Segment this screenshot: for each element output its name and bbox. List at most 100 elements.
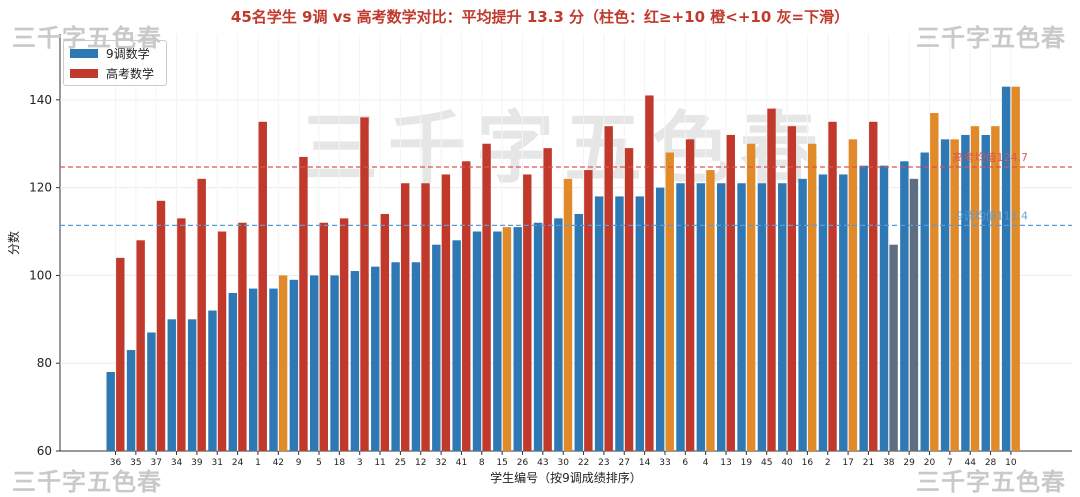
x-tick-label: 7 — [947, 458, 953, 468]
y-tick-label: 140 — [29, 93, 52, 107]
x-tick-label: 28 — [985, 458, 997, 468]
watermark-bottom-right: 三千字五色春 — [916, 468, 1066, 496]
bar-series-1 — [228, 292, 237, 451]
legend-label-series-2: 高考数学 — [106, 66, 155, 81]
bar-series-2 — [624, 148, 634, 451]
bar-series-1 — [961, 134, 970, 452]
bar-series-2 — [238, 222, 247, 451]
bar-series-1 — [940, 139, 950, 452]
bar-series-2 — [156, 200, 166, 451]
x-tick-label: 23 — [598, 458, 609, 468]
bar-series-1 — [452, 240, 461, 451]
bar-series-2 — [930, 113, 939, 451]
bar-series-1 — [533, 222, 543, 451]
x-tick-label: 5 — [316, 458, 322, 468]
legend-swatch-blue — [70, 48, 98, 58]
x-tick-label: 40 — [781, 458, 793, 468]
x-tick-label: 25 — [395, 458, 406, 468]
mean-line-label: 高考均值124.7 — [953, 150, 1029, 164]
x-tick-label: 18 — [334, 458, 346, 468]
bar-series-2 — [482, 143, 491, 451]
bar-series-2 — [380, 213, 390, 451]
bar-series-2 — [787, 126, 797, 451]
bar-series-1 — [879, 165, 889, 451]
bar-series-1 — [574, 213, 583, 451]
bar-series-1 — [289, 279, 299, 451]
bar-series-2 — [563, 178, 573, 451]
bar-series-2 — [116, 257, 125, 451]
watermark-bottom-left: 三千字五色春 — [12, 468, 162, 496]
bar-series-2 — [746, 143, 756, 451]
mean-line-label: 9调均值111.4 — [957, 209, 1029, 222]
bar-series-1 — [655, 187, 665, 451]
watermark-top-left: 三千字五色春 — [12, 24, 162, 52]
bar-series-2 — [523, 174, 532, 451]
bar-series-1 — [269, 288, 278, 451]
bar-series-2 — [441, 174, 451, 451]
x-tick-label: 14 — [639, 458, 651, 468]
bar-series-2 — [991, 126, 1000, 451]
x-tick-label: 3 — [357, 458, 363, 468]
bar-series-2 — [665, 152, 674, 451]
x-tick-label: 45 — [761, 458, 772, 468]
bar-series-2 — [177, 218, 186, 451]
bar-series-1 — [371, 266, 380, 451]
bar-series-2 — [1011, 86, 1020, 452]
chart-title: 45名学生 9调 vs 高考数学对比：平均提升 13.3 分（柱色：红≥+10 … — [230, 8, 850, 26]
bar-series-1 — [391, 262, 400, 451]
x-tick-label: 29 — [903, 458, 915, 468]
bar-series-1 — [310, 275, 319, 451]
bar-series-2 — [278, 275, 288, 451]
bar-series-2 — [685, 139, 695, 452]
bar-series-1 — [798, 178, 807, 451]
bar-series-2 — [136, 240, 145, 451]
bar-series-2 — [258, 121, 267, 451]
bar-series-1 — [635, 196, 644, 451]
bar-series-1 — [493, 231, 502, 451]
bar-series-2 — [706, 170, 715, 452]
x-tick-label: 24 — [232, 458, 244, 468]
bar-series-2 — [299, 156, 308, 451]
bar-series-1 — [106, 371, 115, 451]
x-tick-label: 4 — [703, 458, 709, 468]
x-tick-label: 16 — [802, 458, 814, 468]
bar-series-1 — [778, 183, 787, 451]
bar-series-1 — [839, 174, 848, 451]
x-tick-label: 38 — [883, 458, 895, 468]
legend-label-series-1: 9调数学 — [106, 46, 150, 61]
bar-series-1 — [147, 332, 156, 451]
bar-series-2 — [543, 148, 552, 451]
bar-series-2 — [848, 139, 858, 452]
x-tick-label: 41 — [456, 458, 467, 468]
bar-series-2 — [950, 139, 959, 452]
legend-item-series-2: 高考数学 — [70, 64, 154, 82]
x-tick-label: 12 — [415, 458, 426, 468]
bar-series-2 — [808, 143, 817, 451]
bar-series-1 — [513, 227, 522, 451]
bar-series-1 — [696, 183, 706, 451]
bar-series-1 — [411, 262, 421, 451]
bar-series-1 — [757, 183, 767, 451]
bar-series-1 — [900, 161, 909, 451]
bar-series-2 — [319, 222, 328, 451]
bar-series-1 — [126, 350, 136, 451]
bar-series-1 — [187, 319, 197, 451]
legend-item-series-1: 9调数学 — [70, 44, 150, 62]
y-tick-label: 100 — [29, 268, 52, 282]
x-tick-label: 27 — [619, 458, 630, 468]
y-tick-label: 120 — [29, 181, 52, 195]
bar-series-2 — [970, 126, 980, 451]
x-tick-label: 11 — [374, 458, 385, 468]
x-tick-label: 2 — [825, 458, 831, 468]
bar-series-1 — [676, 183, 685, 451]
bar-series-2 — [909, 178, 919, 451]
bar-series-2 — [645, 95, 654, 451]
x-tick-label: 34 — [171, 458, 183, 468]
bar-series-2 — [828, 121, 837, 451]
bar-series-1 — [615, 196, 624, 451]
bar-series-2 — [869, 121, 878, 451]
watermark-top-right: 三千字五色春 — [916, 24, 1066, 52]
x-tick-label: 39 — [191, 458, 203, 468]
bar-series-2 — [360, 117, 369, 452]
